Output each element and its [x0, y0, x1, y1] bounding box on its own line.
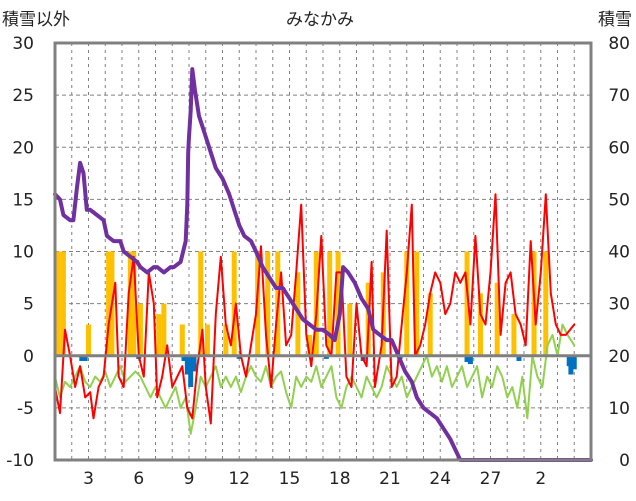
- sunshine-bar: [156, 314, 162, 356]
- min-temp-line: [54, 323, 576, 435]
- sunshine-bar: [335, 251, 341, 356]
- precip-bar: [323, 355, 329, 359]
- sunshine-bar: [404, 251, 410, 356]
- sunshine-bar: [131, 251, 137, 356]
- precip-bar: [467, 355, 473, 365]
- sunshine-bar: [86, 324, 91, 356]
- sunshine-bar: [179, 324, 185, 356]
- sunshine-bar: [427, 293, 433, 356]
- precip-bar: [82, 355, 88, 361]
- sunshine-bar: [307, 334, 313, 356]
- x-tick-label: 6: [133, 469, 144, 489]
- right-tick-label: 40: [608, 243, 630, 263]
- precip-bar: [464, 355, 470, 363]
- precip-bar: [181, 355, 187, 361]
- sunshine-bar: [464, 251, 470, 356]
- left-tick-label: 10: [12, 243, 34, 263]
- x-tick-label: 9: [184, 469, 195, 489]
- x-tick-label: 21: [379, 469, 401, 489]
- left-tick-label: 20: [12, 138, 34, 158]
- sunshine-bar: [127, 251, 133, 356]
- plot-frame: [53, 41, 593, 462]
- sunshine-bar: [511, 314, 517, 356]
- sunshine-bar: [204, 324, 210, 356]
- right-axis-label: 積雪: [598, 10, 632, 30]
- right-tick-label: 80: [608, 34, 630, 54]
- precip-bar: [79, 355, 85, 361]
- sunshine-bar: [60, 251, 66, 356]
- sunshine-bar: [161, 303, 167, 356]
- precip-bar: [568, 355, 574, 375]
- precip-bar: [184, 355, 190, 375]
- sunshine-bar: [137, 303, 143, 356]
- sunshine-bar: [106, 251, 112, 356]
- x-tick-label: 15: [279, 469, 301, 489]
- right-tick-label: 0: [619, 451, 630, 471]
- left-tick-label: 25: [12, 86, 34, 106]
- line-series: [53, 67, 593, 462]
- left-tick-label: -5: [17, 399, 34, 419]
- axes: [53, 41, 593, 462]
- precip-bar: [236, 355, 242, 359]
- precip-bar: [188, 355, 194, 388]
- x-tick-label: 2: [535, 469, 546, 489]
- x-tick-label: 24: [429, 469, 451, 489]
- left-tick-label: 5: [23, 295, 34, 315]
- precip-bar: [516, 355, 522, 361]
- x-tick-label: 3: [83, 469, 94, 489]
- precip-bar: [571, 355, 577, 370]
- left-axis-label: 積雪以外: [2, 10, 70, 30]
- sunshine-bar: [494, 282, 500, 356]
- sunshine-bar: [347, 303, 353, 356]
- right-tick-label: 60: [608, 138, 630, 158]
- sunshine-bar: [543, 251, 549, 356]
- sunshine-bar: [327, 251, 333, 356]
- left-tick-label: 30: [12, 34, 34, 54]
- right-tick-label: 10: [608, 399, 630, 419]
- left-tick-label: 15: [12, 190, 34, 210]
- left-tick-label: 0: [23, 347, 34, 367]
- x-tick-label: 12: [228, 469, 250, 489]
- right-tick-label: 70: [608, 86, 630, 106]
- sunshine-bar: [414, 251, 420, 356]
- chart-title: みなかみ: [286, 10, 354, 30]
- x-tick-label: 18: [329, 469, 351, 489]
- sunshine-bar: [55, 251, 61, 356]
- max-temp-line: [54, 193, 576, 425]
- right-tick-label: 30: [608, 295, 630, 315]
- snow-depth-line: [53, 67, 593, 462]
- sunshine-bar: [265, 251, 271, 356]
- precip-bar: [191, 355, 197, 372]
- sunshine-bar: [477, 293, 483, 356]
- right-tick-label: 20: [608, 347, 630, 367]
- right-tick-label: 50: [608, 190, 630, 210]
- sunshine-bar: [198, 251, 204, 356]
- left-tick-label: -10: [6, 451, 34, 471]
- sunshine-bar: [231, 251, 237, 356]
- sunshine-bar: [223, 324, 229, 356]
- x-tick-label: 27: [480, 469, 502, 489]
